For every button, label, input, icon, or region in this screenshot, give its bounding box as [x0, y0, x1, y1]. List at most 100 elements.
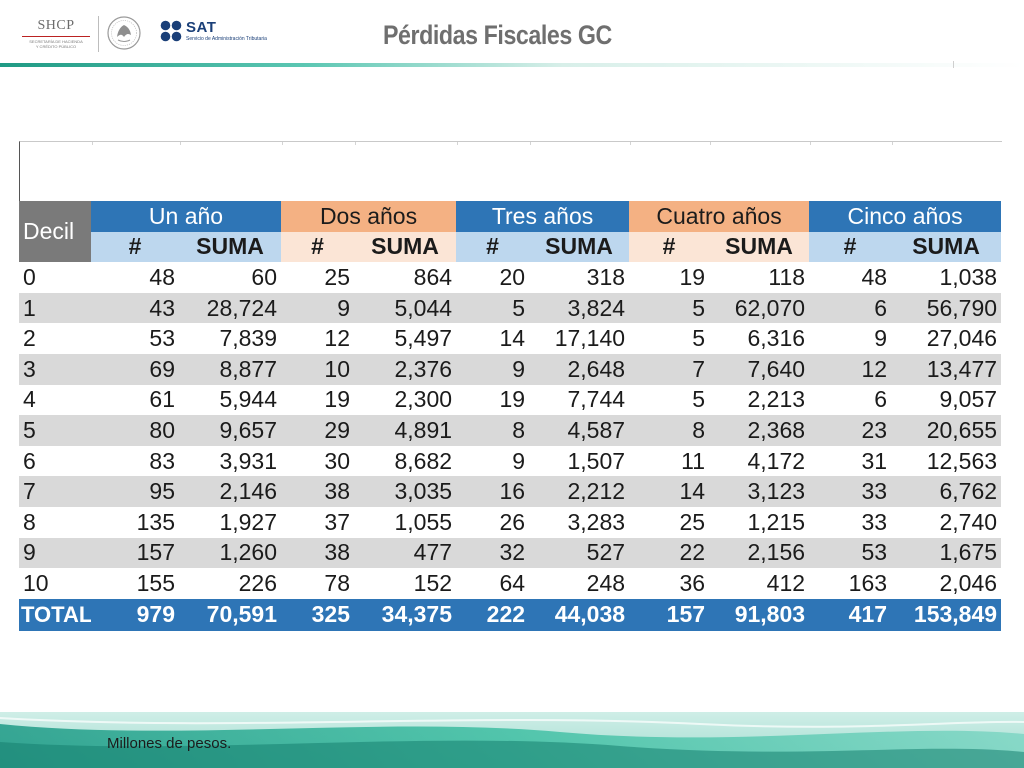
suma-cell: 1,055	[354, 506, 457, 538]
suma-cell: 248	[529, 568, 630, 599]
suma-cell: 7,839	[179, 323, 282, 354]
suma-cell: 5,497	[354, 323, 457, 354]
grid-line	[180, 142, 181, 145]
grid-line	[355, 142, 356, 145]
table-row: 7 95 2,146 38 3,035 16 2,212 14 3,123 33 6,762	[19, 476, 1002, 507]
suma-cell: 2,046	[891, 568, 1002, 599]
sat-logo: SAT Servicio de Administración Tributari…	[160, 18, 280, 48]
total-count-cell: 417	[809, 598, 892, 631]
count-cell: 48	[91, 262, 179, 293]
count-cell: 5	[629, 292, 710, 324]
grid-line	[530, 142, 531, 145]
suma-cell: 1,675	[891, 537, 1002, 569]
count-cell: 25	[629, 506, 710, 538]
count-cell: 95	[91, 476, 179, 507]
suma-cell: 152	[354, 568, 457, 599]
decil-cell: 5	[19, 415, 91, 446]
fiscal-losses-sheet: Decil Un año Dos años Tres años Cuatro a…	[19, 141, 1002, 633]
suma-cell: 226	[179, 568, 282, 599]
decil-cell: 7	[19, 476, 91, 507]
decil-cell: 10	[19, 568, 91, 599]
suma-cell: 2,300	[354, 384, 457, 416]
count-cell: 14	[456, 323, 530, 354]
grid-line	[457, 142, 458, 145]
count-cell: 33	[809, 506, 892, 538]
count-cell: 25	[281, 262, 355, 293]
count-cell: 53	[91, 323, 179, 354]
suma-cell: 9,657	[179, 415, 282, 446]
table-row: 9 157 1,260 38 477 32 527 22 2,156 53 1,675	[19, 537, 1002, 569]
suma-cell: 3,824	[529, 292, 630, 324]
suma-cell: 1,507	[529, 445, 630, 477]
sheet-empty-rows	[19, 141, 1002, 202]
count-cell: 20	[456, 262, 530, 293]
count-cell: 33	[809, 476, 892, 507]
count-cell: 8	[456, 415, 530, 446]
count-cell: 11	[629, 445, 710, 477]
grid-line	[710, 142, 711, 145]
count-cell: 9	[456, 445, 530, 477]
count-cell: 30	[281, 445, 355, 477]
count-cell: 9	[281, 292, 355, 324]
count-cell: 61	[91, 384, 179, 416]
table-row: 2 53 7,839 12 5,497 14 17,140 5 6,316 9 27,046	[19, 323, 1002, 354]
group-header-cuatro-anos: Cuatro años	[629, 201, 810, 232]
sub-header-count: #	[281, 231, 355, 263]
units-note: Millones de pesos.	[107, 735, 232, 752]
table-row: 0 48 60 25 864 20 318 19 118 48 1,038	[19, 262, 1002, 293]
sub-header-count: #	[456, 231, 530, 263]
count-cell: 48	[809, 262, 892, 293]
suma-cell: 2,146	[179, 476, 282, 507]
count-cell: 64	[456, 568, 530, 599]
table-row: 3 69 8,877 10 2,376 9 2,648 7 7,640 12 13,477	[19, 353, 1002, 385]
grid-line	[630, 142, 631, 145]
suma-cell: 7,640	[709, 353, 810, 385]
shcp-subtitle-line: SECRETARÍA DE HACIENDA	[29, 39, 83, 44]
suma-cell: 412	[709, 568, 810, 599]
shcp-subtitle-line: Y CRÉDITO PÚBLICO	[35, 44, 77, 49]
sub-header-count: #	[91, 231, 179, 263]
total-suma-cell: 34,375	[354, 598, 457, 631]
suma-cell: 1,927	[179, 506, 282, 538]
table-row: 6 83 3,931 30 8,682 9 1,507 11 4,172 31 12,563	[19, 445, 1002, 477]
count-cell: 16	[456, 476, 530, 507]
count-cell: 23	[809, 415, 892, 446]
decil-cell: 0	[19, 262, 91, 293]
count-cell: 9	[809, 323, 892, 354]
suma-cell: 3,123	[709, 476, 810, 507]
shcp-logo-title: SHCP	[37, 18, 75, 33]
shcp-logo-rule	[22, 36, 90, 37]
suma-cell: 56,790	[891, 292, 1002, 324]
sub-header-row: # SUMA # SUMA # SUMA # SUMA # SUMA	[19, 231, 1002, 263]
sub-header-suma: SUMA	[709, 231, 810, 263]
slide-header: SHCP SECRETARÍA DE HACIENDA Y CRÉDITO PÚ…	[0, 0, 1024, 70]
suma-cell: 2,212	[529, 476, 630, 507]
total-count-cell: 325	[281, 598, 355, 631]
total-suma-cell: 44,038	[529, 598, 630, 631]
fiscal-losses-table: Decil Un año Dos años Tres años Cuatro a…	[19, 201, 1002, 631]
suma-cell: 1,260	[179, 537, 282, 569]
suma-cell: 17,140	[529, 323, 630, 354]
count-cell: 31	[809, 445, 892, 477]
group-header-un-ano: Un año	[91, 201, 282, 232]
total-suma-cell: 153,849	[891, 598, 1002, 631]
count-cell: 5	[456, 292, 530, 324]
total-suma-cell: 70,591	[179, 598, 282, 631]
group-header-dos-anos: Dos años	[281, 201, 457, 232]
sub-header-suma: SUMA	[179, 231, 282, 263]
total-count-cell: 157	[629, 598, 710, 631]
count-cell: 12	[809, 353, 892, 385]
suma-cell: 9,057	[891, 384, 1002, 416]
count-cell: 7	[629, 353, 710, 385]
total-count-cell: 979	[91, 598, 179, 631]
decil-cell: 3	[19, 353, 91, 385]
count-cell: 32	[456, 537, 530, 569]
total-count-cell: 222	[456, 598, 530, 631]
count-cell: 36	[629, 568, 710, 599]
table-row: 10 155 226 78 152 64 248 36 412 163 2,046	[19, 568, 1002, 599]
suma-cell: 20,655	[891, 415, 1002, 446]
suma-cell: 6,762	[891, 476, 1002, 507]
header-accent-bar	[0, 63, 1024, 67]
suma-cell: 13,477	[891, 353, 1002, 385]
sub-header-suma: SUMA	[354, 231, 457, 263]
